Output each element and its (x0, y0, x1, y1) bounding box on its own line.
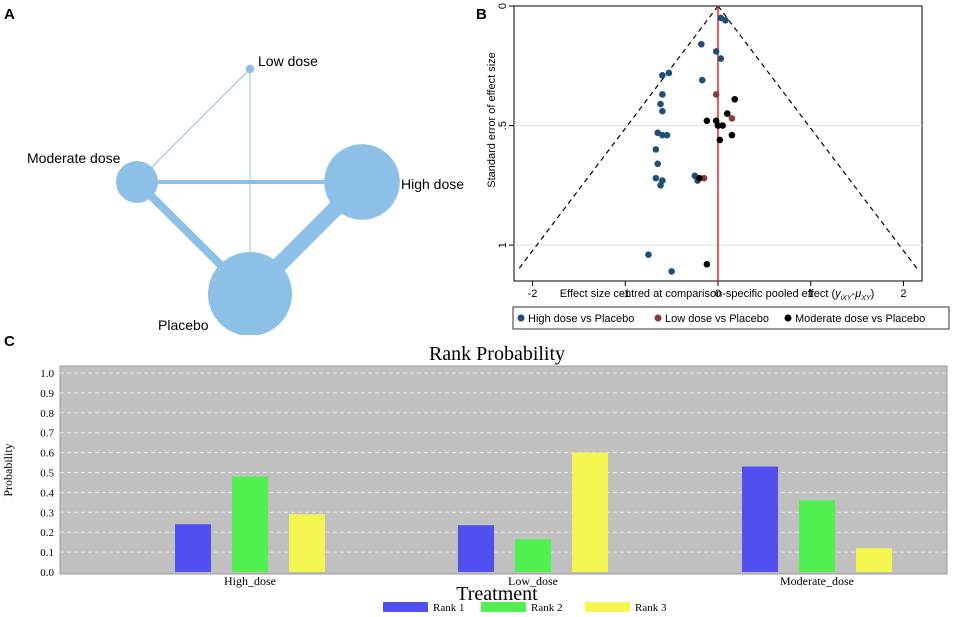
funnel-point-0 (652, 146, 660, 153)
rank-legend-swatch-2 (585, 602, 630, 612)
rank-bar-High_dose-1 (232, 476, 268, 572)
funnel-point-2 (728, 131, 736, 139)
rank-x-axis-label: Treatment (456, 583, 538, 605)
funnel-point-0 (722, 17, 729, 24)
rank-bar-Low_dose-0 (458, 525, 494, 572)
rank-y-tick-label: 0.0 (40, 567, 54, 579)
network-node-high (324, 144, 400, 220)
funnel-point-0 (652, 174, 660, 182)
funnel-point-0 (698, 76, 706, 84)
funnel-point-2 (716, 136, 724, 144)
rank-y-tick-label: 0.7 (40, 428, 54, 440)
funnel-left-boundary (518, 5, 719, 270)
funnel-point-0 (659, 131, 666, 139)
funnel-y-tick-label: .5 (497, 121, 509, 130)
rank-y-tick-label: 0.4 (40, 487, 54, 499)
funnel-point-2 (703, 260, 711, 268)
rank-x-tick-label: Moderate_dose (780, 574, 854, 588)
funnel-point-0 (663, 131, 671, 139)
rank-y-axis-label: Probability (1, 443, 15, 496)
funnel-x-tick-label: -2 (528, 288, 538, 300)
funnel-point-2 (703, 117, 711, 125)
network-plot: Low dose Moderate dose High dose Placebo (27, 53, 464, 335)
funnel-legend-marker-1 (654, 314, 662, 322)
funnel-point-0 (665, 69, 673, 77)
network-label-placebo: Placebo (158, 317, 209, 333)
rank-bar-Low_dose-1 (515, 539, 551, 572)
rank-legend-label-2: Rank 3 (635, 602, 667, 614)
rank-bar-High_dose-2 (289, 514, 325, 572)
rank-legend-swatch-0 (383, 602, 428, 612)
funnel-point-1 (712, 91, 720, 98)
network-edge-low-moderate (136, 68, 251, 183)
funnel-y-axis-label: Standard error of effect size (486, 52, 498, 188)
funnel-x-tick-label: 0 (715, 288, 721, 300)
rank-y-tick-label: 0.5 (40, 468, 54, 480)
funnel-point-0 (659, 91, 666, 98)
rank-bar-Low_dose-2 (572, 452, 608, 572)
funnel-legend-label-2: Moderate dose vs Placebo (795, 313, 925, 325)
funnel-point-0 (657, 100, 664, 108)
funnel-legend-marker-0 (517, 314, 525, 322)
rank-y-tick-label: 0.8 (40, 408, 54, 420)
panel-label-b: B (476, 6, 487, 23)
funnel-point-2 (696, 174, 703, 182)
funnel-point-2 (719, 122, 726, 129)
funnel-legend-label-0: High dose vs Placebo (528, 313, 634, 325)
rank-y-tick-label: 0.2 (40, 527, 54, 539)
rank-y-tick-label: 0.6 (40, 448, 54, 460)
funnel-point-1 (700, 174, 708, 182)
rank-probability-chart: Rank Probability 0.0 0.1 0.2 0.3 0.4 0.5 0.6 0.… (1, 343, 948, 614)
funnel-point-0 (659, 72, 666, 79)
funnel-point-0 (659, 107, 666, 115)
funnel-y-tick-label: 1 (497, 242, 509, 248)
rank-bar-Moderate_dose-1 (799, 500, 835, 572)
rank-bar-Moderate_dose-0 (742, 466, 778, 572)
funnel-point-0 (657, 182, 664, 189)
funnel-x-tick-label: 1 (808, 288, 814, 300)
funnel-x-tick-label: 2 (900, 288, 906, 300)
network-label-high: High dose (401, 176, 464, 192)
rank-legend-swatch-1 (481, 602, 526, 612)
rank-legend-label-0: Rank 1 (433, 602, 464, 614)
funnel-plot: -2 -1 0 1 2 0 .5 1 Standard error of effect siz… (486, 3, 950, 330)
funnel-point-0 (654, 160, 662, 168)
rank-x-tick-label: Low_dose (508, 574, 558, 588)
panel-label-c: C (4, 333, 15, 350)
rank-legend-label-1: Rank 2 (531, 602, 562, 614)
rank-y-tick-label: 0.1 (40, 547, 54, 559)
funnel-point-2 (723, 110, 731, 117)
rank-y-tick-label: 1.0 (40, 368, 54, 380)
funnel-legend-label-1: Low dose vs Placebo (665, 313, 769, 325)
rank-chart-title: Rank Probability (429, 343, 565, 365)
funnel-point-2 (714, 122, 722, 129)
funnel-point-0 (717, 55, 725, 62)
funnel-right-boundary (717, 5, 918, 270)
rank-y-tick-label: 0.9 (40, 388, 54, 400)
network-label-moderate: Moderate dose (27, 150, 121, 166)
funnel-point-0 (645, 251, 652, 258)
funnel-point-1 (728, 115, 736, 122)
funnel-y-tick-label: 0 (497, 3, 509, 9)
funnel-point-0 (698, 40, 705, 48)
funnel-legend (512, 306, 950, 330)
network-label-low: Low dose (258, 53, 318, 69)
rank-bar-High_dose-0 (175, 524, 211, 572)
network-node-placebo (208, 252, 292, 335)
funnel-x-axis-label: Effect size centred at comparison-specif… (560, 288, 874, 302)
funnel-legend-marker-2 (784, 314, 792, 322)
rank-y-tick-label: 0.3 (40, 507, 54, 519)
rank-bar-Moderate_dose-2 (856, 548, 892, 572)
funnel-point-0 (712, 48, 720, 55)
network-node-low (245, 64, 255, 74)
panel-label-a: A (4, 6, 15, 23)
network-node-moderate (116, 161, 158, 203)
rank-x-tick-label: High_dose (224, 574, 276, 588)
funnel-x-tick-label: -1 (620, 288, 630, 300)
funnel-point-0 (668, 268, 675, 275)
funnel-point-2 (731, 95, 738, 103)
